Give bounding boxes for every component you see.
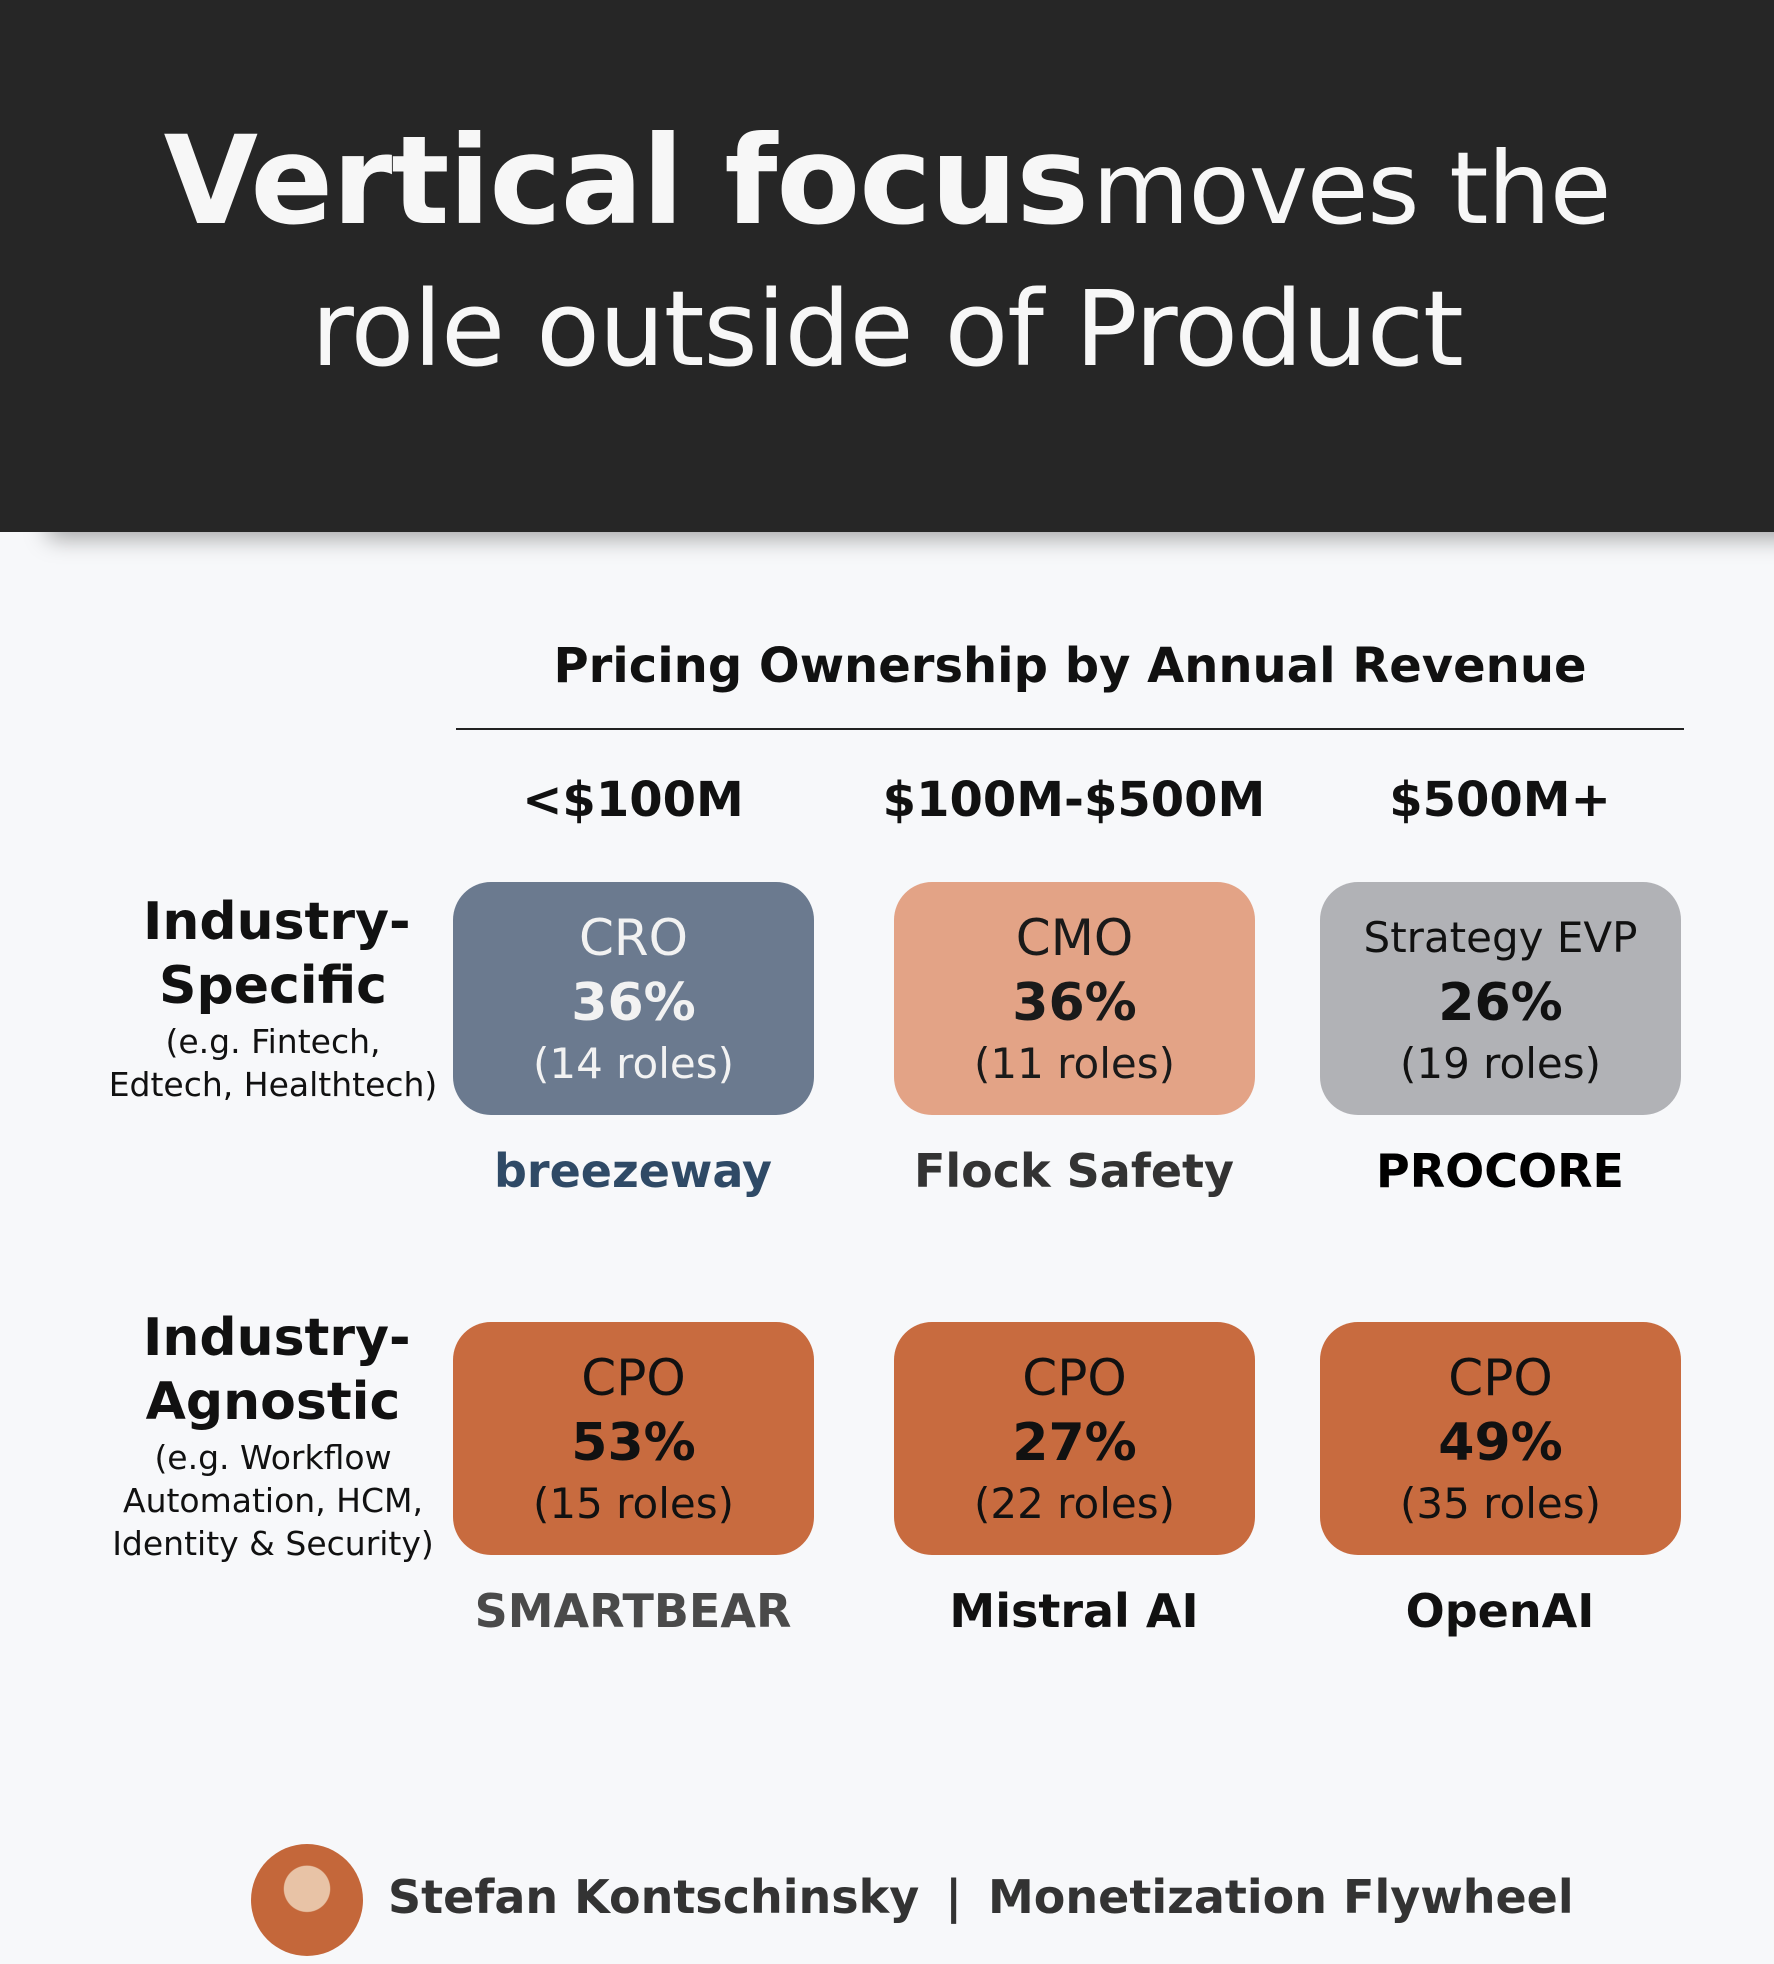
role: CMO — [1015, 908, 1134, 967]
role-box: CPO 49% (35 roles) — [1320, 1322, 1681, 1555]
table-title: Pricing Ownership by Annual Revenue — [553, 638, 1587, 694]
role: CPO — [581, 1348, 686, 1407]
role-box: CPO 27% (22 roles) — [894, 1322, 1255, 1555]
row-label: Industry-Agnostic (e.g. Workflow Automati… — [103, 1306, 443, 1565]
role-count: (35 roles) — [1400, 1478, 1601, 1528]
role-count: (22 roles) — [974, 1478, 1175, 1528]
percent: 53% — [571, 1412, 696, 1473]
role-count: (14 roles) — [533, 1038, 734, 1088]
author: Stefan Kontschinsky — [388, 1870, 920, 1924]
column-header: $100M-$500M — [882, 772, 1266, 828]
title-rest: moves the — [1092, 130, 1611, 247]
row-label-title: Industry-Agnostic — [143, 1308, 411, 1432]
role: CPO — [1448, 1348, 1553, 1407]
title-bold: Vertical focus — [163, 110, 1089, 252]
company-logo: Mistral AI — [949, 1584, 1199, 1638]
company-logo: Flock Safety — [913, 1144, 1235, 1198]
row-label-note: (e.g. Workflow Automation, HCM, Identity… — [112, 1438, 434, 1563]
footer: Stefan Kontschinsky | Monetization Flywhee… — [388, 1870, 1600, 1924]
column-header: $500M+ — [1389, 772, 1611, 828]
role-box: Strategy EVP 26% (19 roles) — [1320, 882, 1681, 1115]
company-logo: PROCORE — [1376, 1144, 1624, 1198]
percent: 27% — [1012, 1412, 1137, 1473]
role-count: (11 roles) — [974, 1038, 1175, 1088]
header: Vertical focus moves the role outside of… — [0, 0, 1774, 532]
role-count: (19 roles) — [1400, 1038, 1601, 1088]
percent: 36% — [1012, 972, 1137, 1033]
role: CPO — [1022, 1348, 1127, 1407]
role: CRO — [578, 908, 688, 967]
role-box: CMO 36% (11 roles) — [894, 882, 1255, 1115]
role-box: CRO 36% (14 roles) — [453, 882, 814, 1115]
percent: 36% — [571, 972, 696, 1033]
row-label-title: Industry-Specific — [143, 892, 411, 1016]
title-line-1: Vertical focus moves the — [0, 110, 1774, 252]
title-rule — [456, 728, 1684, 730]
percent: 49% — [1438, 1412, 1563, 1473]
role-count: (15 roles) — [533, 1478, 734, 1528]
author-photo — [251, 1844, 363, 1956]
column-header: <$100M — [522, 772, 744, 828]
separator: | — [945, 1870, 962, 1924]
percent: 26% — [1438, 972, 1563, 1033]
title-line-2: role outside of Product — [311, 268, 1464, 390]
company-logo: SMARTBEAR — [474, 1584, 792, 1638]
company-logo: OpenAI — [1405, 1584, 1595, 1638]
role: Strategy EVP — [1363, 912, 1638, 962]
row-label: Industry-Specific (e.g. Fintech, Edtech, … — [103, 890, 443, 1106]
company-logo: breezeway — [493, 1144, 773, 1198]
role-box: CPO 53% (15 roles) — [453, 1322, 814, 1555]
publication: Monetization Flywheel — [988, 1870, 1574, 1924]
row-label-note: (e.g. Fintech, Edtech, Healthtech) — [108, 1022, 438, 1104]
